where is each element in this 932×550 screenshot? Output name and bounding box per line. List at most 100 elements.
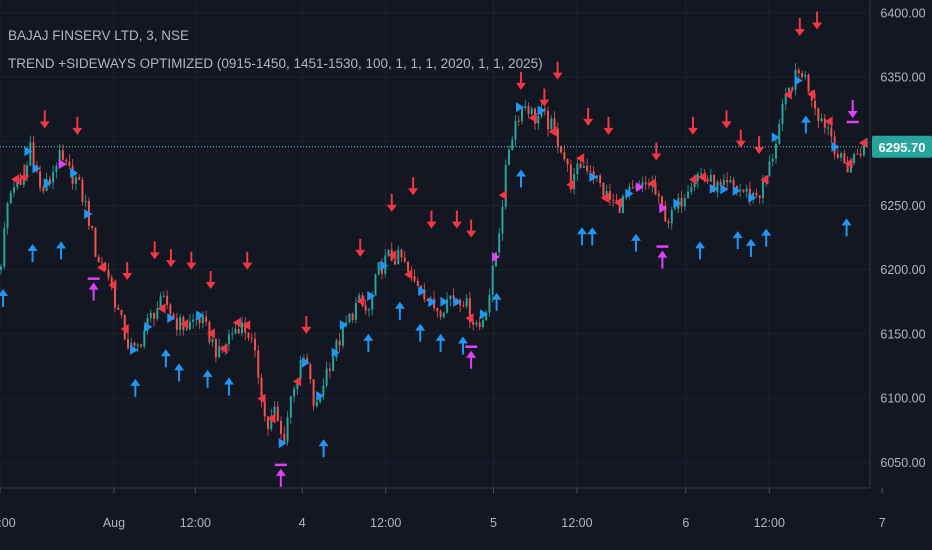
candle-body xyxy=(641,182,644,186)
x-tick-label: 12:00 xyxy=(0,516,16,530)
sell-arrow xyxy=(451,210,462,229)
arrow-head xyxy=(466,230,477,238)
sell-arrow xyxy=(149,241,160,260)
signal-triangle xyxy=(167,313,176,324)
signal-triangle xyxy=(388,250,397,261)
signal-triangle xyxy=(380,260,389,271)
arrow-head xyxy=(466,350,477,358)
candle-body xyxy=(547,110,550,130)
sell-arrow xyxy=(355,238,366,257)
sell-arrow xyxy=(122,261,133,280)
candle-body xyxy=(377,261,380,275)
candle-body xyxy=(755,192,758,196)
candle-body xyxy=(846,163,849,173)
buy-arrow xyxy=(761,228,772,247)
buy-arrow xyxy=(160,349,171,368)
candle-body xyxy=(315,401,318,406)
signal-triangle xyxy=(130,344,139,355)
arrow-head xyxy=(0,288,9,296)
arrow-head xyxy=(812,22,823,30)
candle-body xyxy=(211,339,214,343)
sell-arrow xyxy=(651,142,662,161)
x-tick-label: 12:00 xyxy=(561,516,592,530)
candle-body xyxy=(742,189,745,192)
arrow-head xyxy=(72,127,83,135)
candle-body xyxy=(289,396,292,418)
candle-body xyxy=(543,108,546,111)
signal-triangle xyxy=(760,174,769,185)
candle-body xyxy=(788,87,791,95)
candle-body xyxy=(784,94,787,105)
y-tick-label: 6250.00 xyxy=(880,199,925,213)
arrow-head xyxy=(435,333,446,341)
candle-body xyxy=(511,139,514,150)
sell-arrow xyxy=(426,210,437,229)
candle-body xyxy=(560,146,563,153)
buy-arrow xyxy=(363,333,374,352)
signal-triangle xyxy=(600,192,609,203)
signal-triangle xyxy=(625,188,634,199)
candle-body xyxy=(608,191,611,200)
candle-body xyxy=(58,150,61,166)
signal-triangle xyxy=(528,112,537,123)
signal-triangle xyxy=(331,347,340,358)
candle-body xyxy=(84,201,87,203)
x-tick-label: 12:00 xyxy=(370,516,401,530)
candle-body xyxy=(661,196,664,206)
arrow-head xyxy=(202,369,213,377)
candle-body xyxy=(244,322,247,333)
candle-body xyxy=(566,159,569,165)
candle-body xyxy=(166,295,169,305)
signal-triangle xyxy=(316,391,325,402)
sell-arrow xyxy=(812,11,823,30)
candle-body xyxy=(136,344,139,346)
sell-arrow xyxy=(186,251,197,270)
candle-body xyxy=(696,174,699,182)
candle-body xyxy=(514,120,517,140)
candle-body xyxy=(283,433,286,442)
x-tick-label: 12:00 xyxy=(180,516,211,530)
candle-body xyxy=(804,74,807,77)
candle-body xyxy=(309,364,312,380)
signal-triangle xyxy=(589,172,598,183)
candle-body xyxy=(830,127,833,137)
candle-body xyxy=(192,319,195,322)
candle-body xyxy=(817,108,820,122)
candle-body xyxy=(859,153,862,156)
candle-body xyxy=(634,186,637,188)
buy-arrow xyxy=(435,333,446,352)
signal-triangle xyxy=(720,184,729,195)
candle-body xyxy=(801,73,804,77)
signal-triangle xyxy=(614,197,623,208)
signal-triangle xyxy=(196,310,205,321)
signal-triangle xyxy=(698,172,707,183)
last-price-label: 6295.70 xyxy=(879,140,926,155)
candle-body xyxy=(104,262,107,271)
candle-body xyxy=(550,118,553,130)
candle-body xyxy=(42,187,45,192)
signal-triangle xyxy=(465,313,474,324)
candle-body xyxy=(195,318,198,320)
candle-body xyxy=(172,313,175,319)
arrow-head xyxy=(800,115,811,123)
candle-body xyxy=(530,108,533,114)
candle-body xyxy=(400,249,403,258)
candle-body xyxy=(78,177,81,180)
arrow-head xyxy=(56,241,67,249)
candle-body xyxy=(706,178,709,182)
candle-body xyxy=(345,322,348,326)
candle-body xyxy=(205,316,208,322)
x-tick-label: 12:00 xyxy=(754,516,785,530)
candle-body xyxy=(729,180,732,183)
arrow-head xyxy=(386,204,397,212)
signal-triangle xyxy=(732,185,741,196)
candle-body xyxy=(807,74,810,92)
arrow-head xyxy=(515,82,526,90)
candle-body xyxy=(257,350,260,378)
buy-arrow xyxy=(0,288,9,307)
candle-body xyxy=(586,165,589,172)
candle-body xyxy=(185,329,188,331)
sell-arrow xyxy=(39,110,50,129)
candle-body xyxy=(771,158,774,162)
